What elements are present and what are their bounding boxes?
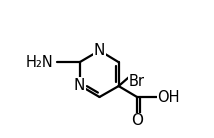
Text: Br: Br (128, 74, 144, 89)
Text: OH: OH (158, 90, 180, 104)
Text: O: O (131, 113, 143, 128)
Text: N: N (74, 78, 85, 93)
Text: N: N (94, 43, 105, 58)
Text: H₂N: H₂N (26, 55, 54, 70)
